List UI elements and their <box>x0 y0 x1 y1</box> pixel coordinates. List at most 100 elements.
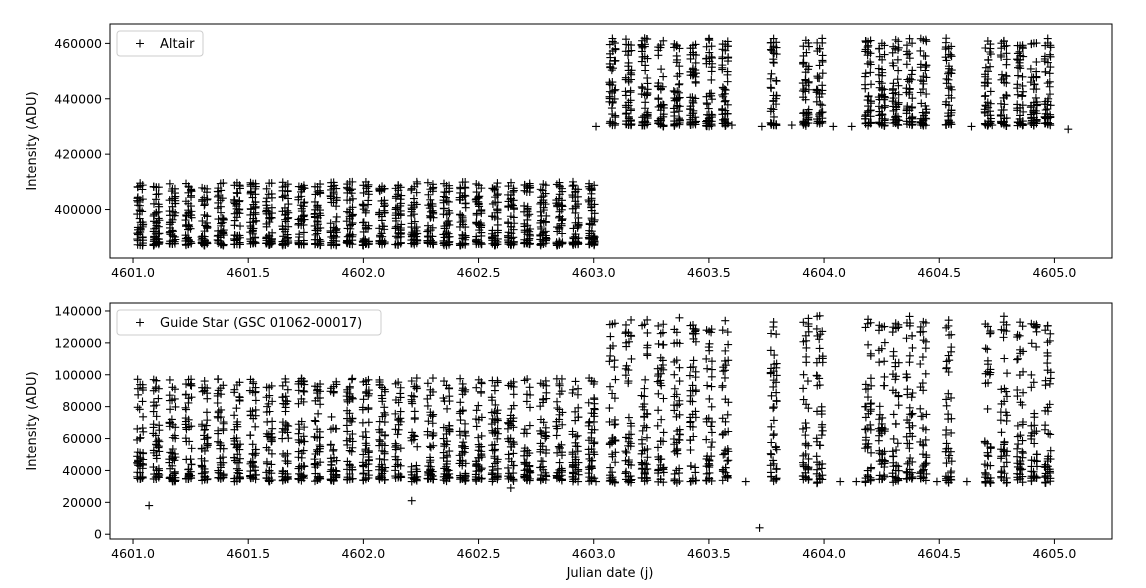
data-point <box>138 459 147 468</box>
data-point <box>704 414 713 423</box>
data-point <box>801 431 810 440</box>
data-point <box>300 211 309 220</box>
data-point <box>1002 79 1011 88</box>
y-tick-label: 140000 <box>54 303 102 318</box>
data-point <box>946 50 955 59</box>
data-point <box>152 401 161 410</box>
data-point <box>719 367 728 376</box>
data-point <box>380 408 389 417</box>
data-point <box>396 383 405 392</box>
data-point <box>996 454 1005 463</box>
data-point <box>299 181 308 190</box>
data-point <box>874 436 883 445</box>
data-point <box>493 191 502 200</box>
data-point <box>621 35 630 44</box>
data-point <box>894 81 903 90</box>
data-point <box>610 121 619 130</box>
data-point <box>235 474 244 483</box>
data-point <box>364 474 373 483</box>
data-point <box>1046 52 1055 61</box>
data-point <box>889 61 898 70</box>
data-point <box>200 201 209 210</box>
data-point <box>364 240 373 249</box>
data-point <box>997 99 1006 108</box>
data-point <box>894 66 903 75</box>
data-point <box>203 195 212 204</box>
data-point <box>741 477 750 486</box>
data-point <box>621 371 630 380</box>
data-point <box>299 212 308 221</box>
data-point <box>894 45 903 54</box>
data-point <box>170 385 179 394</box>
data-point <box>942 459 951 468</box>
data-point <box>332 456 341 465</box>
data-point <box>445 421 454 430</box>
data-point <box>921 476 930 485</box>
data-point <box>724 427 733 436</box>
data-point <box>541 200 550 209</box>
data-point <box>1041 478 1050 487</box>
data-point <box>894 320 903 329</box>
data-point <box>423 379 432 388</box>
legend-label: Guide Star (GSC 01062-00017) <box>160 316 362 331</box>
data-point <box>477 431 486 440</box>
data-point <box>235 197 244 206</box>
data-point <box>640 384 649 393</box>
data-point <box>656 41 665 50</box>
data-point <box>921 369 930 378</box>
data-point <box>203 434 212 443</box>
data-point <box>986 40 995 49</box>
data-point <box>919 327 928 336</box>
data-point <box>477 378 486 387</box>
data-point <box>691 325 700 334</box>
data-point <box>428 240 437 249</box>
data-point <box>866 374 875 383</box>
data-point <box>675 410 684 419</box>
data-point <box>170 394 179 403</box>
data-point <box>772 77 781 86</box>
data-point <box>984 452 993 461</box>
data-point <box>313 202 322 211</box>
data-point <box>348 414 357 423</box>
data-point <box>477 205 486 214</box>
data-point <box>905 54 914 63</box>
data-point <box>894 37 903 46</box>
data-point <box>265 407 274 416</box>
data-point <box>769 58 778 67</box>
data-point <box>380 475 389 484</box>
data-point <box>905 34 914 43</box>
data-point <box>284 434 293 443</box>
data-point <box>331 225 340 234</box>
data-point <box>877 79 886 88</box>
data-point <box>799 395 808 404</box>
x-tick-label: 4605.0 <box>1033 546 1077 561</box>
data-point <box>921 337 930 346</box>
data-point <box>327 412 336 421</box>
x-tick-label: 4604.5 <box>917 546 961 561</box>
data-point <box>213 398 222 407</box>
data-point <box>394 398 403 407</box>
data-point <box>721 417 730 426</box>
data-point <box>407 377 416 386</box>
legend-label: Altair <box>160 37 195 52</box>
data-point <box>1032 427 1041 436</box>
data-point <box>472 383 481 392</box>
data-point <box>396 183 405 192</box>
data-point <box>643 34 652 43</box>
data-point <box>506 483 515 492</box>
data-point <box>203 222 212 231</box>
data-point <box>772 378 781 387</box>
data-point <box>219 215 228 224</box>
data-point <box>891 88 900 97</box>
data-point <box>894 90 903 99</box>
data-point <box>509 196 518 205</box>
data-point <box>232 434 241 443</box>
data-point <box>445 392 454 401</box>
data-point <box>1013 80 1022 89</box>
data-point <box>300 198 309 207</box>
data-point <box>608 450 617 459</box>
data-point <box>541 239 550 248</box>
data-point <box>557 184 566 193</box>
data-point <box>428 419 437 428</box>
data-point <box>772 359 781 368</box>
